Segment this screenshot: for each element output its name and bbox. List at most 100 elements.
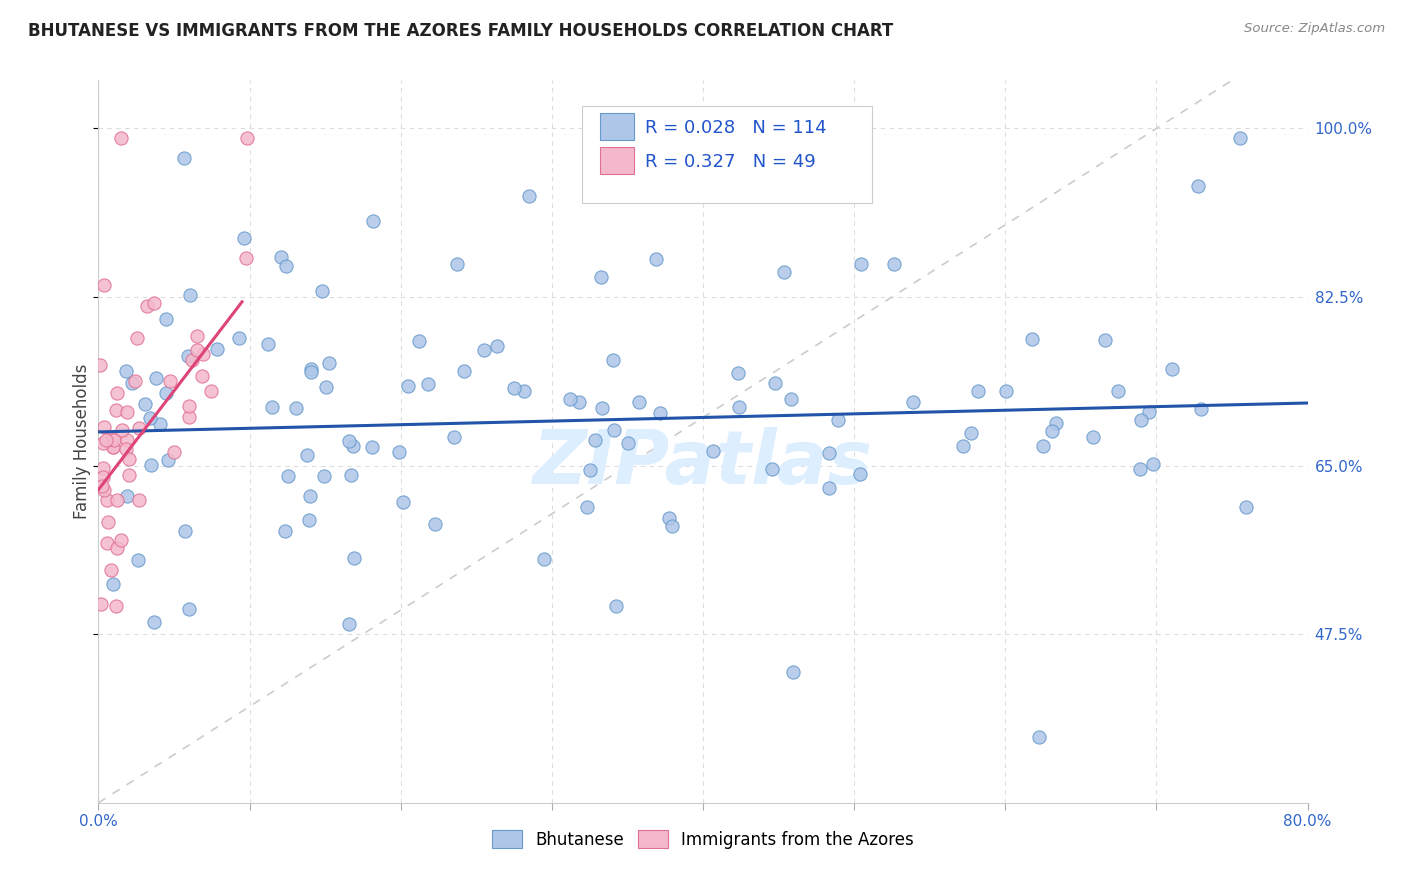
Immigrants from the Azores (118, 468, 141, 483)
Bhutanese (605, 599, 627, 613)
Immigrants from the Azores (105, 492, 128, 507)
Bhutanese (558, 392, 581, 407)
Immigrants from the Azores (93, 470, 115, 484)
Immigrants from the Azores (177, 399, 200, 413)
Bhutanese (262, 400, 284, 414)
Bhutanese (1189, 401, 1212, 416)
Bhutanese (361, 213, 384, 227)
Bhutanese (702, 443, 724, 458)
Bhutanese (472, 343, 495, 357)
Immigrants from the Azores (124, 375, 146, 389)
Immigrants from the Azores (93, 483, 115, 497)
Bhutanese (761, 462, 783, 476)
Immigrants from the Azores (177, 410, 200, 425)
Immigrants from the Azores (101, 433, 124, 447)
Bhutanese (396, 378, 419, 392)
Immigrants from the Azores (103, 440, 125, 454)
Bhutanese (602, 352, 624, 367)
Bhutanese (134, 396, 156, 410)
Bhutanese (115, 489, 138, 503)
Immigrants from the Azores (103, 441, 125, 455)
Bhutanese (155, 312, 177, 326)
Bhutanese (995, 384, 1018, 398)
Bhutanese (145, 371, 167, 385)
Immigrants from the Azores (163, 445, 186, 459)
Immigrants from the Azores (191, 346, 214, 360)
Bhutanese (1160, 362, 1182, 376)
Bhutanese (661, 518, 683, 533)
Bhutanese (115, 364, 138, 378)
Immigrants from the Azores (105, 599, 128, 613)
Bhutanese (179, 288, 201, 302)
Bhutanese (298, 489, 321, 503)
Bhutanese (589, 269, 612, 284)
Immigrants from the Azores (236, 131, 259, 145)
FancyBboxPatch shape (600, 147, 634, 174)
Bhutanese (391, 494, 413, 508)
Immigrants from the Azores (90, 479, 112, 493)
Bhutanese (818, 481, 841, 495)
Immigrants from the Azores (118, 452, 141, 467)
Bhutanese (1081, 430, 1104, 444)
Bhutanese (299, 362, 322, 376)
Immigrants from the Azores (110, 533, 132, 548)
Bhutanese (299, 365, 322, 379)
Immigrants from the Azores (93, 420, 115, 434)
Immigrants from the Azores (93, 277, 115, 292)
Bhutanese (583, 433, 606, 447)
Immigrants from the Azores (90, 597, 112, 611)
Bhutanese (155, 386, 177, 401)
Immigrants from the Azores (115, 434, 138, 448)
Bhutanese (408, 334, 430, 349)
Bhutanese (1187, 178, 1209, 193)
Immigrants from the Azores (128, 492, 150, 507)
Bhutanese (835, 131, 858, 145)
Immigrants from the Azores (142, 296, 165, 310)
Bhutanese (176, 349, 198, 363)
Immigrants from the Azores (97, 515, 120, 529)
Bhutanese (513, 384, 536, 399)
FancyBboxPatch shape (600, 112, 634, 140)
Text: R = 0.327   N = 49: R = 0.327 N = 49 (645, 153, 815, 170)
Bhutanese (142, 615, 165, 629)
Bhutanese (318, 356, 340, 370)
Bhutanese (1130, 413, 1153, 427)
Bhutanese (157, 452, 180, 467)
Immigrants from the Azores (110, 131, 132, 145)
Immigrants from the Azores (105, 385, 128, 400)
Bhutanese (763, 376, 786, 390)
Bhutanese (205, 342, 228, 356)
Bhutanese (446, 256, 468, 270)
Bhutanese (502, 381, 524, 395)
Immigrants from the Azores (191, 369, 214, 384)
Bhutanese (284, 401, 307, 415)
Immigrants from the Azores (91, 436, 114, 450)
Bhutanese (627, 394, 650, 409)
Bhutanese (173, 152, 195, 166)
Bhutanese (311, 284, 333, 298)
Bhutanese (952, 439, 974, 453)
Immigrants from the Azores (136, 299, 159, 313)
Bhutanese (827, 413, 849, 427)
Bhutanese (1032, 439, 1054, 453)
Bhutanese (849, 257, 872, 271)
Immigrants from the Azores (93, 461, 115, 475)
Y-axis label: Family Households: Family Households (73, 364, 91, 519)
Bhutanese (616, 436, 638, 450)
Bhutanese (127, 552, 149, 566)
Bhutanese (603, 423, 626, 437)
Bhutanese (177, 602, 200, 616)
Legend: Bhutanese, Immigrants from the Azores: Bhutanese, Immigrants from the Azores (492, 830, 914, 848)
Bhutanese (361, 440, 384, 454)
Text: Source: ZipAtlas.com: Source: ZipAtlas.com (1244, 22, 1385, 36)
Bhutanese (298, 513, 321, 527)
Bhutanese (1142, 458, 1164, 472)
Bhutanese (295, 449, 318, 463)
Bhutanese (966, 384, 988, 398)
Bhutanese (270, 250, 292, 264)
Bhutanese (337, 434, 360, 448)
Immigrants from the Azores (100, 563, 122, 577)
Bhutanese (232, 231, 254, 245)
Bhutanese (533, 552, 555, 566)
Immigrants from the Azores (186, 329, 208, 343)
